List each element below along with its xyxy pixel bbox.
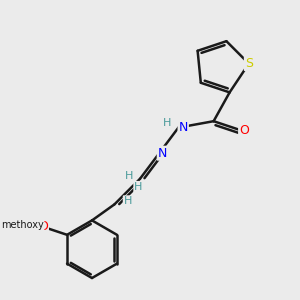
Text: N: N [178, 121, 188, 134]
Text: H: H [124, 171, 133, 181]
Text: S: S [245, 57, 253, 70]
Text: methoxy: methoxy [1, 220, 43, 230]
Text: H: H [134, 182, 142, 192]
Text: O: O [38, 220, 48, 233]
Text: N: N [158, 147, 167, 160]
Text: H: H [124, 196, 132, 206]
Text: O: O [239, 124, 249, 137]
Text: H: H [163, 118, 171, 128]
